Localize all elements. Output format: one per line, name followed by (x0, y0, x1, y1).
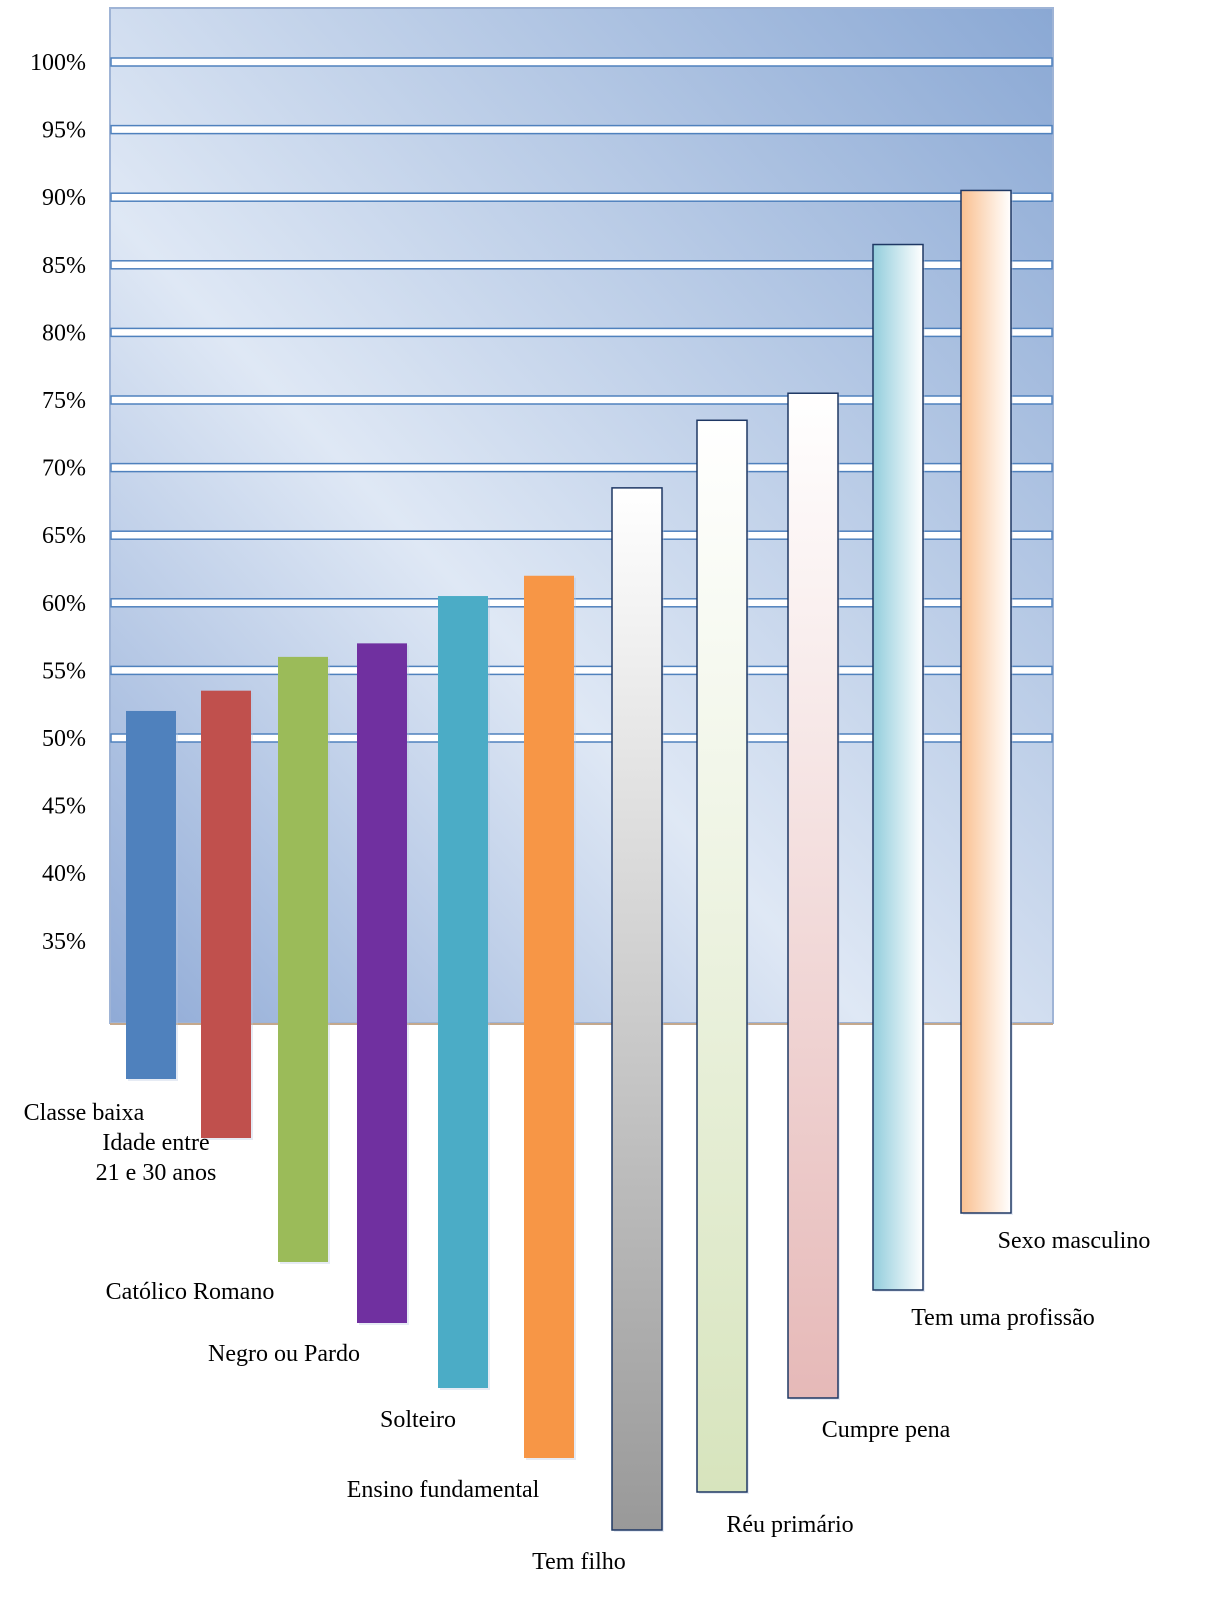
category-labels: Classe baixa Idade entre 21 e 30 anos Catól… (24, 1100, 1151, 1575)
gridline (110, 462, 1053, 473)
y-tick-label: 40% (42, 861, 86, 887)
bar (611, 487, 663, 1531)
y-tick-label: 65% (42, 523, 86, 549)
category-label: Cumpre pena (822, 1417, 951, 1443)
y-axis-tick-labels: 35% 40% 45% 50% 55% 60% 65% 70% 75% 80% 85% 90% 95% 1… (30, 50, 86, 955)
category-label: Católico Romano (106, 1279, 275, 1305)
bar (278, 656, 328, 1262)
y-tick-label: 100% (30, 50, 86, 76)
gridline (110, 327, 1053, 338)
y-tick-label: 50% (42, 726, 86, 752)
bar (872, 243, 924, 1291)
y-tick-label: 80% (42, 320, 86, 346)
gridlines (110, 57, 1053, 743)
y-tick-label: 60% (42, 591, 86, 617)
y-tick-label: 70% (42, 456, 86, 482)
bar (524, 575, 574, 1458)
bars (126, 189, 1013, 1532)
y-tick-label: 90% (42, 185, 86, 211)
category-label: Classe baixa (24, 1100, 145, 1126)
category-label: Sexo masculino (998, 1228, 1151, 1254)
bar (126, 710, 176, 1079)
y-tick-label: 85% (42, 253, 86, 279)
category-label: Negro ou Pardo (208, 1341, 360, 1367)
category-label: Idade entre 21 e 30 anos (96, 1130, 217, 1186)
category-label: Solteiro (380, 1407, 456, 1433)
category-label: Réu primário (726, 1512, 853, 1538)
y-tick-label: 55% (42, 658, 86, 684)
bar (960, 189, 1012, 1214)
gridline (110, 57, 1053, 67)
y-tick-label: 45% (42, 794, 86, 820)
bar (787, 392, 839, 1399)
gridline (110, 598, 1053, 608)
category-label: Tem uma profissão (911, 1305, 1095, 1331)
category-label: Tem filho (532, 1549, 626, 1575)
gridline (110, 665, 1053, 676)
gridline (110, 733, 1053, 743)
category-label: Ensino fundamental (347, 1477, 540, 1503)
y-tick-label: 75% (42, 388, 86, 414)
y-tick-label: 95% (42, 118, 86, 144)
bar (438, 596, 488, 1388)
gridline (110, 395, 1053, 405)
bar (696, 419, 748, 1493)
bar (357, 643, 407, 1323)
bar (201, 690, 251, 1138)
gridline (110, 192, 1053, 202)
gridline (110, 530, 1053, 540)
gridline (110, 124, 1053, 135)
y-tick-label: 35% (42, 929, 86, 955)
gridline (110, 260, 1053, 270)
